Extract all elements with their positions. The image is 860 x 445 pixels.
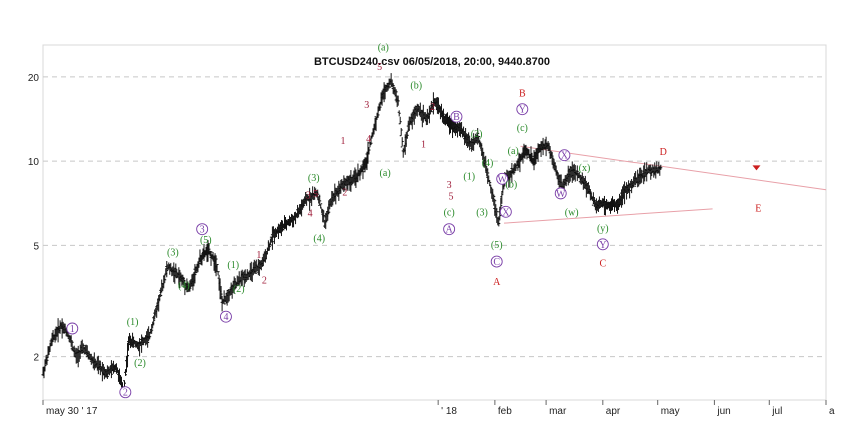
wave-label-circle: [119, 386, 132, 399]
wave-label-circle: [499, 205, 512, 218]
wave-label: (4): [482, 158, 494, 169]
wave-label: 3: [200, 225, 205, 236]
wave-label-circle: [596, 238, 609, 251]
wave-label-circle: [490, 255, 503, 268]
wave-label: 2: [262, 276, 267, 287]
x-tick-label: mar: [549, 406, 567, 417]
wave-label-circle: [443, 223, 456, 236]
wave-label: 4: [308, 208, 313, 219]
wave-label: (1): [127, 317, 139, 328]
wave-label: W: [556, 189, 566, 200]
wave-label: (1): [227, 260, 239, 271]
x-tick-label: apr: [606, 406, 621, 417]
wave-label: (5): [491, 240, 503, 251]
wave-label: (4): [178, 281, 190, 292]
wave-label: 4: [366, 134, 371, 145]
wave-label: A: [446, 225, 454, 236]
y-tick-label: 5: [33, 241, 39, 252]
wave-label: (c): [517, 123, 528, 134]
x-tick-label: jul: [771, 406, 782, 417]
wave-label: C: [493, 257, 500, 268]
wave-label: 5: [377, 62, 382, 73]
wave-label: C: [599, 259, 606, 270]
wave-label: (a): [508, 146, 519, 157]
wave-label-circle: [554, 187, 567, 200]
wave-label: (2): [471, 129, 483, 140]
wave-label-circle: [196, 223, 209, 236]
wave-label: 2: [430, 102, 435, 113]
wave-label-circle: [450, 110, 463, 123]
trendlines: [503, 145, 827, 224]
wave-label-circle: [219, 310, 232, 323]
plot-frame: [42, 44, 827, 401]
wave-label: X: [502, 207, 510, 218]
wave-labels: 1234(1)(2)(3)(4)(5)(1)(2)(3)(4)123451234…: [66, 43, 761, 399]
wave-label: (c): [444, 207, 455, 218]
wave-label: B: [453, 112, 460, 123]
wave-label: A: [493, 277, 501, 288]
wave-label: E: [755, 204, 761, 215]
x-tick-label: jun: [716, 406, 730, 417]
x-tick-label: may 30 ' 17: [46, 406, 98, 417]
wave-label: Y: [599, 240, 606, 251]
trendline: [520, 145, 827, 191]
wave-label: (2): [233, 284, 245, 295]
wave-label: 1: [421, 139, 426, 150]
wave-label: (a): [378, 43, 389, 54]
wave-label: 3: [306, 191, 311, 202]
wave-label: W: [497, 174, 507, 185]
y-tick-label: 20: [28, 73, 40, 84]
wave-label: (b): [506, 179, 518, 190]
wave-label-circle: [516, 103, 529, 116]
wave-label: (b): [410, 80, 422, 91]
grid-lines: [42, 44, 827, 401]
wave-label: 4: [223, 312, 228, 323]
price-bars: [41, 73, 663, 397]
wave-label: 2: [342, 187, 347, 198]
wave-label: 2: [123, 388, 128, 399]
wave-label: (3): [476, 207, 488, 218]
wave-label: (x): [579, 163, 591, 174]
wave-label: B: [519, 89, 526, 100]
wave-label: 3: [447, 180, 452, 191]
x-tick-label: ' 18: [441, 406, 457, 417]
wave-label: (1): [463, 171, 475, 182]
wave-label: 5: [448, 191, 453, 202]
x-tick-label: may: [661, 406, 680, 417]
wave-label: 1: [70, 324, 75, 335]
wave-label: (3): [167, 247, 179, 258]
wave-label-circle: [558, 149, 571, 162]
wave-label: D: [660, 147, 667, 158]
wave-label: (5): [200, 235, 212, 246]
wave-label: 1: [341, 136, 346, 147]
wave-label: (y): [597, 224, 609, 235]
wave-label: 3: [364, 100, 369, 111]
wave-label: (4): [313, 234, 325, 245]
x-tick-label: feb: [498, 406, 512, 417]
wave-label: (a): [380, 168, 391, 179]
wave-label: (2): [134, 358, 146, 369]
wave-label-circle: [496, 172, 509, 185]
y-tick-label: 10: [28, 157, 40, 168]
x-tick-label: a: [829, 406, 835, 417]
wave-label: 1: [256, 250, 261, 261]
chart-title: BTCUSD240.csv 06/05/2018, 20:00, 9440.87…: [314, 56, 550, 68]
wave-label: X: [561, 151, 569, 162]
axes: 2 5 10 20 may 30 ' 17 ' 18 feb mar apr may jun jul a: [28, 73, 835, 417]
wave-label: 5: [313, 189, 318, 200]
y-tick-label: 2: [33, 353, 39, 364]
wave-label-circle: [66, 322, 79, 335]
wave-label: Y: [519, 105, 526, 116]
projection-marker: [752, 165, 761, 171]
wave-label: (3): [308, 173, 320, 184]
wave-label: (w): [565, 207, 579, 218]
trendline: [503, 208, 713, 224]
